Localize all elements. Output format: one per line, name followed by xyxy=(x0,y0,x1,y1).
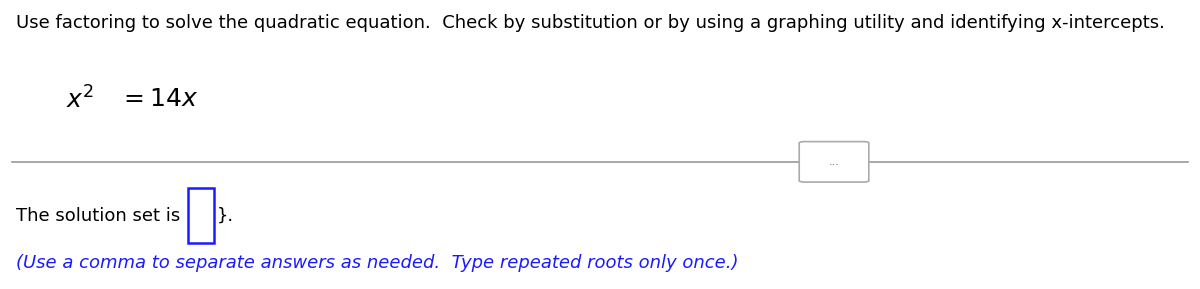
Text: $= 14x$: $= 14x$ xyxy=(119,87,198,111)
Text: $x^2$: $x^2$ xyxy=(66,87,94,114)
Text: (Use a comma to separate answers as needed.  Type repeated roots only once.): (Use a comma to separate answers as need… xyxy=(16,254,738,272)
FancyBboxPatch shape xyxy=(799,142,869,182)
Text: ...: ... xyxy=(828,157,840,167)
Text: The solution set is {: The solution set is { xyxy=(16,206,197,224)
Text: }.: }. xyxy=(217,206,234,224)
Text: Use factoring to solve the quadratic equation.  Check by substitution or by usin: Use factoring to solve the quadratic equ… xyxy=(16,14,1164,32)
FancyBboxPatch shape xyxy=(188,188,214,243)
